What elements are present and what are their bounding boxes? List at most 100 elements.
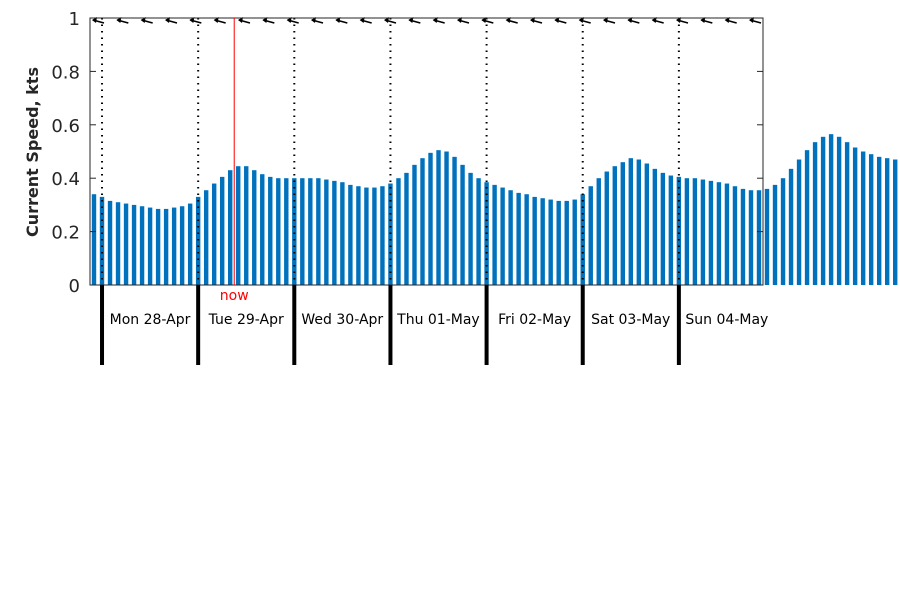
day-label: Sun 04-May — [685, 312, 768, 328]
bar — [852, 147, 858, 285]
y-tick-label: 0.4 — [51, 169, 80, 190]
bar — [876, 156, 882, 285]
bar — [372, 187, 377, 285]
bar — [700, 179, 706, 285]
bar — [308, 178, 313, 285]
y-tick-label: 0.6 — [51, 116, 80, 137]
bar — [724, 183, 730, 285]
bar — [564, 200, 569, 285]
bar — [388, 183, 393, 285]
bar — [292, 178, 297, 285]
day-label: Mon 28-Apr — [110, 312, 191, 328]
bar — [572, 199, 577, 285]
bar — [828, 134, 834, 285]
y-axis: 0 0.2 0.4 0.6 0.8 1 — [51, 9, 763, 297]
day-label: Fri 02-May — [498, 312, 571, 328]
bar — [452, 156, 457, 285]
bar — [428, 152, 433, 285]
bar — [716, 182, 722, 285]
bar — [324, 179, 329, 285]
bar — [404, 172, 409, 285]
bar — [844, 142, 850, 285]
bar — [820, 136, 826, 285]
day-label: Tue 29-Apr — [208, 312, 284, 328]
bar — [612, 166, 617, 285]
bar — [868, 154, 874, 285]
bar — [684, 178, 690, 285]
bar — [548, 199, 553, 285]
bar — [532, 196, 537, 285]
bar — [516, 192, 521, 285]
bar — [91, 194, 97, 285]
y-axis-label: Current Speed, kts — [23, 67, 42, 237]
bar — [796, 159, 802, 285]
day-label: Thu 01-May — [396, 312, 480, 328]
bar — [244, 166, 249, 285]
day-label: Wed 30-Apr — [301, 312, 383, 328]
bar — [195, 196, 201, 285]
bar — [476, 178, 481, 285]
bar — [708, 180, 714, 285]
bar — [500, 187, 505, 285]
bar-series — [91, 134, 898, 286]
bar — [340, 182, 345, 285]
bar — [804, 150, 810, 285]
bar — [860, 151, 866, 285]
y-tick-label: 0.8 — [51, 62, 80, 83]
bar — [147, 207, 153, 285]
bar — [115, 202, 121, 285]
bar — [228, 170, 233, 285]
bar — [524, 194, 529, 285]
bar — [620, 162, 625, 285]
bar — [179, 206, 185, 285]
bar — [107, 200, 113, 285]
bar — [332, 180, 337, 285]
bar — [203, 190, 209, 285]
bar — [436, 150, 441, 285]
bar — [155, 208, 161, 285]
bar — [492, 184, 497, 286]
bar — [692, 178, 698, 285]
bar — [171, 207, 177, 285]
bar — [636, 159, 642, 285]
bar — [356, 186, 361, 285]
bar — [508, 190, 513, 285]
bar — [772, 184, 778, 286]
bar — [604, 171, 609, 285]
bar — [268, 176, 273, 285]
bar — [380, 186, 385, 285]
now-label: now — [220, 288, 249, 304]
bar — [211, 183, 217, 285]
day-label: Sat 03-May — [591, 312, 670, 328]
bar — [219, 176, 225, 285]
bar — [780, 178, 786, 285]
bar — [596, 178, 601, 285]
bar — [884, 158, 890, 285]
plot-frame — [89, 17, 764, 286]
bar — [412, 164, 417, 285]
bar — [668, 175, 674, 285]
bar — [788, 168, 794, 285]
bar — [348, 184, 353, 286]
bar — [99, 196, 105, 285]
direction-arrows — [92, 17, 762, 24]
bar — [123, 203, 129, 285]
bar — [131, 204, 137, 285]
bar — [139, 206, 145, 285]
bar — [284, 178, 289, 285]
bar — [260, 174, 265, 285]
day-gridlines — [101, 18, 680, 285]
bar — [812, 142, 818, 285]
bar — [276, 178, 281, 285]
bar — [236, 166, 241, 285]
bar — [836, 136, 842, 285]
bar — [468, 172, 473, 285]
bar — [628, 158, 634, 285]
y-tick-label: 0 — [69, 276, 80, 297]
bar — [660, 172, 666, 285]
bar — [540, 198, 545, 285]
bar — [556, 200, 561, 285]
bar — [740, 188, 746, 285]
bar — [300, 178, 305, 285]
bar — [764, 188, 770, 285]
